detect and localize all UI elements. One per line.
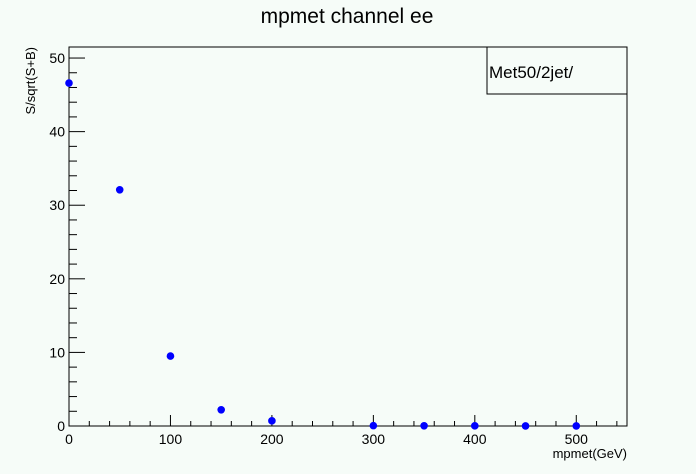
x-axis-tick-labels: 0 100 200 300 400 500 (65, 431, 588, 447)
data-points (65, 79, 581, 430)
data-point (268, 417, 276, 425)
x-tick-label: 400 (463, 431, 487, 447)
data-point (115, 185, 124, 194)
x-tick-label: 0 (65, 431, 73, 447)
legend-frame (486, 46, 628, 95)
data-point (369, 421, 378, 430)
data-point (572, 422, 581, 430)
y-tick-label: 0 (57, 418, 65, 434)
y-tick-label: 50 (49, 50, 65, 66)
y-tick-label: 40 (49, 124, 65, 140)
y-axis-tick-labels: 0 10 20 30 40 50 (49, 50, 65, 434)
x-tick-label: 300 (362, 431, 386, 447)
data-point (217, 406, 225, 414)
x-tick-label: 100 (159, 431, 183, 447)
plot-frame (68, 46, 628, 427)
legend-box: Met50/2jet/ (486, 46, 628, 95)
y-tick-label: 20 (49, 271, 65, 287)
y-axis-ticks (69, 57, 85, 427)
data-point (471, 422, 479, 430)
x-tick-label: 500 (565, 431, 589, 447)
chart-title: mpmet channel ee (261, 5, 434, 28)
x-axis-ticks (68, 415, 618, 426)
y-tick-label: 30 (49, 197, 65, 213)
legend-entry: Met50/2jet/ (489, 63, 573, 82)
x-tick-label: 200 (260, 431, 284, 447)
data-point (521, 422, 530, 430)
data-point (65, 79, 73, 87)
data-point (420, 421, 428, 430)
x-axis-title: mpmet(GeV) (553, 446, 627, 461)
data-point (166, 352, 175, 360)
y-tick-label: 10 (49, 344, 65, 360)
y-axis-title: S/sqrt(S+B) (23, 47, 38, 115)
